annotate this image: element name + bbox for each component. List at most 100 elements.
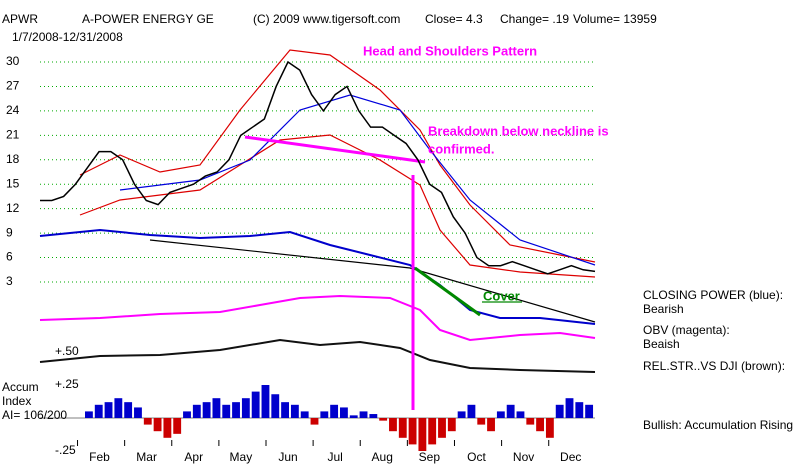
- y-tick-label: 21: [6, 128, 20, 142]
- trend-line: [149, 239, 596, 323]
- note: CLOSING POWER (blue):: [643, 288, 783, 302]
- accum-bar: [124, 402, 133, 418]
- accum-bar: [555, 404, 564, 418]
- y-tick-label: 9: [6, 225, 13, 239]
- accum-bar: [134, 407, 142, 418]
- accum-bar: [379, 418, 388, 421]
- accum-bar: [575, 402, 584, 418]
- accum-bar: [143, 418, 152, 425]
- accum-bar: [447, 418, 456, 432]
- accum-bar: [506, 404, 515, 418]
- y-tick-label: 24: [6, 103, 20, 117]
- accum-bar: [428, 418, 437, 445]
- x-tick-label: May: [230, 450, 253, 464]
- accum-bar: [320, 411, 329, 418]
- note: REL.STR..VS DJI (brown):: [643, 359, 785, 373]
- accum-bar: [104, 402, 113, 418]
- accum-bar: [114, 398, 123, 418]
- accum-bar: [192, 404, 201, 418]
- accum-bar: [232, 402, 240, 418]
- x-tick-label: Mar: [136, 450, 157, 464]
- accum-bar: [369, 414, 378, 418]
- y-tick-label: 3: [6, 274, 13, 288]
- copyright: (C) 2009 www.tigersoft.com: [253, 12, 400, 26]
- y-tick-label: 30: [6, 54, 20, 68]
- x-tick-label: Sep: [419, 450, 441, 464]
- y-tick-label: 12: [6, 201, 20, 215]
- indicators: [39, 49, 596, 410]
- accum-bar: [281, 402, 289, 418]
- y-tick-label: 15: [6, 176, 20, 190]
- accum-bar: [438, 418, 446, 438]
- accum-bar: [85, 411, 93, 418]
- annotation: Cover: [483, 288, 520, 303]
- accum-bar: [183, 411, 191, 418]
- accum-bar: [222, 404, 231, 418]
- accum-bar: [94, 404, 103, 418]
- accum-bar: [271, 394, 280, 418]
- accum-bar: [330, 404, 339, 418]
- accum-bar: [153, 418, 162, 432]
- y-tick-label: -.25: [55, 443, 76, 457]
- accum-label: Accum: [2, 380, 39, 394]
- x-tick-label: Oct: [467, 450, 486, 464]
- note: Bearish: [643, 302, 684, 316]
- cover-line: [414, 266, 481, 317]
- accum-bar: [340, 407, 348, 418]
- y-tick-label: 6: [6, 250, 13, 264]
- accum-bar: [457, 411, 466, 418]
- accum-bar: [565, 398, 574, 418]
- accum-bar: [418, 418, 427, 451]
- symbol: APWR: [2, 12, 38, 26]
- y-tick-label: +.25: [55, 377, 79, 391]
- accum-bar: [212, 398, 221, 418]
- accum-bar: [516, 411, 525, 418]
- annotation: Breakdown below neckline is: [428, 123, 609, 138]
- close: Close= 4.3: [425, 12, 483, 26]
- annotation: Head and Shoulders Pattern: [363, 43, 537, 58]
- accum-bar: [261, 385, 270, 418]
- x-tick-label: Jul: [327, 450, 342, 464]
- y-tick-label: 18: [6, 152, 20, 166]
- accum-bar: [349, 415, 358, 418]
- moving-average: [119, 94, 596, 266]
- accum-bar: [241, 398, 250, 418]
- x-tick-label: Dec: [560, 450, 581, 464]
- accum-bar: [467, 404, 476, 418]
- x-tick-label: Feb: [89, 450, 110, 464]
- period: 1/7/2008-12/31/2008: [12, 30, 123, 44]
- accum-label: AI= 106/200: [2, 408, 67, 422]
- x-tick-label: Nov: [513, 450, 534, 464]
- obv: [39, 294, 596, 342]
- annotation: confirmed.: [428, 141, 494, 156]
- company: A-POWER ENERGY GE: [82, 12, 214, 26]
- x-tick-label: Apr: [184, 450, 203, 464]
- accum-bar: [585, 404, 594, 418]
- accum-bar: [163, 418, 172, 438]
- price-line: [40, 60, 596, 275]
- note: Beaish: [643, 337, 680, 351]
- note: Bullish: Accumulation Rising: [643, 418, 793, 432]
- accum-bar: [408, 418, 417, 445]
- y-tick-label: +.50: [55, 344, 79, 358]
- neckline: [244, 135, 426, 164]
- accum-bar: [545, 418, 554, 438]
- y-tick-label: 27: [6, 79, 20, 93]
- accum-bar: [300, 411, 309, 418]
- accum-bar: [389, 418, 397, 432]
- x-tick-label: Aug: [372, 450, 393, 464]
- accum-label: Index: [2, 394, 31, 408]
- accum-bar: [202, 402, 211, 418]
- accum-bar: [487, 418, 495, 432]
- rel-strength: [39, 338, 596, 373]
- accum-bar: [477, 418, 486, 425]
- accum-bar: [526, 418, 535, 425]
- closing-power: [39, 228, 596, 325]
- accum-bar: [398, 418, 407, 438]
- accum-bar: [310, 418, 319, 425]
- accum-bar: [173, 418, 182, 434]
- change: Change= .19: [500, 12, 569, 26]
- volume: Volume= 13959: [573, 12, 657, 26]
- note: OBV (magenta):: [643, 323, 730, 337]
